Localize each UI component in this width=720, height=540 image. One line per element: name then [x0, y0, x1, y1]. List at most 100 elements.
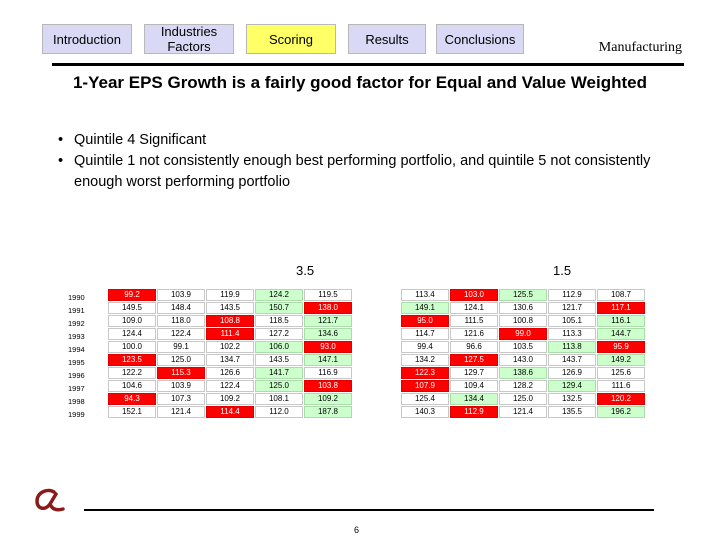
table-row: 113.4 103.0 125.5 112.9 108.7: [401, 289, 645, 301]
table-cell: 96.6: [450, 341, 498, 353]
table-cell: 109.2: [304, 393, 352, 405]
table-cell: 100.8: [499, 315, 547, 327]
table-cell: 109.4: [450, 380, 498, 392]
table-cell: 126.9: [548, 367, 596, 379]
table-cell: 115.3: [157, 367, 205, 379]
alpha-logo-icon: [35, 488, 65, 512]
table-cell: 113.3: [548, 328, 596, 340]
table-cell: 112.9: [548, 289, 596, 301]
table-cell: 108.1: [255, 393, 303, 405]
table-cell: 134.6: [304, 328, 352, 340]
table-cell: 152.1: [108, 406, 156, 418]
table-cell: 120.2: [597, 393, 645, 405]
table-cell: 125.6: [597, 367, 645, 379]
table-cell: 134.4: [450, 393, 498, 405]
table-cell: 138.6: [499, 367, 547, 379]
tab-results[interactable]: Results: [348, 24, 426, 54]
tab-introduction[interactable]: Introduction: [42, 24, 132, 54]
table-cell: 143.5: [255, 354, 303, 366]
table-cell: 99.1: [157, 341, 205, 353]
table-cell: 127.2: [255, 328, 303, 340]
table-cell: 119.9: [206, 289, 254, 301]
table-cell: 103.9: [157, 380, 205, 392]
table-cell: 126.6: [206, 367, 254, 379]
table-cell: 105.1: [548, 315, 596, 327]
year-label: 1990: [68, 293, 85, 302]
table-cell: 99.2: [108, 289, 156, 301]
table-row: 149.5 148.4 143.5 150.7 138.0: [108, 302, 352, 314]
table-cell: 111.4: [206, 328, 254, 340]
table-cell: 124.1: [450, 302, 498, 314]
table-cell: 109.0: [108, 315, 156, 327]
table-cell: 114.4: [206, 406, 254, 418]
table-row: 125.4 134.4 125.0 132.5 120.2: [401, 393, 645, 405]
table-cell: 117.1: [597, 302, 645, 314]
table-cell: 150.7: [255, 302, 303, 314]
table-cell: 122.4: [206, 380, 254, 392]
table-cell: 124.2: [255, 289, 303, 301]
table-row: 122.2 115.3 126.6 141.7 116.9: [108, 367, 352, 379]
bullet-list: • Quintile 4 Significant • Quintile 1 not …: [58, 130, 678, 193]
bullet-text: Quintile 1 not consistently enough best …: [74, 153, 651, 190]
year-label: 1996: [68, 371, 85, 380]
table-row: 94.3 107.3 109.2 108.1 109.2: [108, 393, 352, 405]
table-cell: 130.6: [499, 302, 547, 314]
table-cell: 104.6: [108, 380, 156, 392]
year-label: 1997: [68, 384, 85, 393]
score-right: 1.5: [553, 263, 572, 278]
table-row: 104.6 103.9 122.4 125.0 103.8: [108, 380, 352, 392]
bullet-icon: •: [58, 153, 64, 169]
table-cell: 118.5: [255, 315, 303, 327]
table-cell: 122.3: [401, 367, 449, 379]
table-cell: 125.4: [401, 393, 449, 405]
table-cell: 123.5: [108, 354, 156, 366]
table-row: 124.4 122.4 111.4 127.2 134.6: [108, 328, 352, 340]
table-cell: 129.4: [548, 380, 596, 392]
table-cell: 121.7: [548, 302, 596, 314]
table-cell: 112.9: [450, 406, 498, 418]
table-cell: 128.2: [499, 380, 547, 392]
table-cell: 94.3: [108, 393, 156, 405]
year-label: 1994: [68, 345, 85, 354]
quintile-table-equal-weighted: 99.2 103.9 119.9 124.2 119.5 149.5 148.4 143.5 1…: [107, 288, 353, 419]
table-cell: 93.0: [304, 341, 352, 353]
table-cell: 132.5: [548, 393, 596, 405]
year-label: 1992: [68, 319, 85, 328]
table-cell: 140.3: [401, 406, 449, 418]
table-row: 95.0 111.5 100.8 105.1 116.1: [401, 315, 645, 327]
tab-conclusions[interactable]: Conclusions: [436, 24, 524, 54]
table-cell: 134.2: [401, 354, 449, 366]
table-cell: 121.4: [157, 406, 205, 418]
table-cell: 99.0: [499, 328, 547, 340]
table-row: 140.3 112.9 121.4 135.5 196.2: [401, 406, 645, 418]
table-row: 123.5 125.0 134.7 143.5 147.1: [108, 354, 352, 366]
table-row: 122.3 129.7 138.6 126.9 125.6: [401, 367, 645, 379]
header-divider: [52, 63, 684, 66]
table-cell: 102.2: [206, 341, 254, 353]
year-label: 1993: [68, 332, 85, 341]
bullet-item: • Quintile 1 not consistently enough best…: [58, 151, 678, 193]
table-cell: 119.5: [304, 289, 352, 301]
table-cell: 103.5: [499, 341, 547, 353]
table-cell: 149.1: [401, 302, 449, 314]
table-cell: 127.5: [450, 354, 498, 366]
table-cell: 138.0: [304, 302, 352, 314]
table-row: 114.7 121.6 99.0 113.3 144.7: [401, 328, 645, 340]
table-cell: 103.0: [450, 289, 498, 301]
page-number: 6: [354, 525, 360, 535]
tab-industries-factors[interactable]: Industries Factors: [144, 24, 234, 54]
table-cell: 122.4: [157, 328, 205, 340]
table-cell: 125.0: [499, 393, 547, 405]
table-cell: 95.9: [597, 341, 645, 353]
table-cell: 149.2: [597, 354, 645, 366]
year-label: 1991: [68, 306, 85, 315]
table-cell: 125.0: [255, 380, 303, 392]
table-row: 134.2 127.5 143.0 143.7 149.2: [401, 354, 645, 366]
table-row: 109.0 118.0 108.8 118.5 121.7: [108, 315, 352, 327]
bullet-item: • Quintile 4 Significant: [58, 130, 678, 151]
section-label: Manufacturing: [598, 40, 682, 55]
table-row: 152.1 121.4 114.4 112.0 187.8: [108, 406, 352, 418]
table-cell: 109.2: [206, 393, 254, 405]
table-cell: 100.0: [108, 341, 156, 353]
tab-scoring[interactable]: Scoring: [246, 24, 336, 54]
